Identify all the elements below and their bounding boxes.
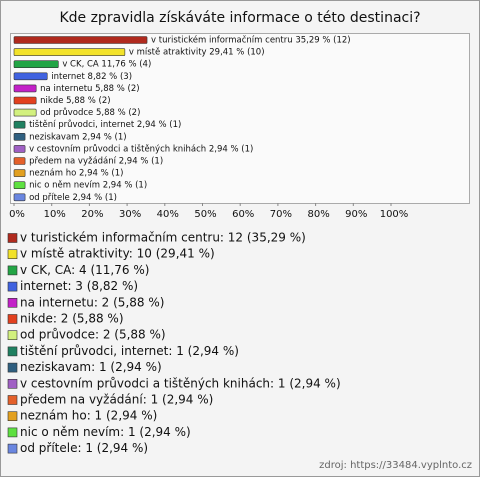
legend-label: neznám ho: 1 (2,94 %)	[20, 409, 157, 423]
legend-swatch	[7, 427, 18, 438]
bar	[13, 84, 37, 93]
x-tick-label: 80%	[307, 209, 329, 220]
bar	[13, 145, 26, 153]
x-tick-label: 20%	[81, 209, 103, 220]
legend-label: nic o něm nevím: 1 (2,94 %)	[20, 425, 191, 439]
legend-label: v místě atraktivity: 10 (29,41 %)	[20, 247, 215, 261]
chart-title: Kde zpravidla získáváte informace o této…	[59, 10, 420, 26]
legend-swatch	[7, 362, 18, 373]
legend-swatch	[7, 281, 18, 292]
bar-label: v cestovním průvodci a tištěných knihách…	[29, 143, 253, 154]
legend-swatch	[7, 346, 18, 357]
bar-label: od průvodce 5,88 % (2)	[40, 107, 140, 118]
x-tick-label: 60%	[232, 209, 254, 220]
x-tick-label: 30%	[119, 209, 141, 220]
bar	[13, 181, 26, 189]
bar	[13, 48, 126, 56]
legend-label: od přítele: 1 (2,94 %)	[20, 441, 148, 455]
bar-label: neziskavam 2,94 % (1)	[29, 132, 127, 142]
x-tick-label: 70%	[270, 209, 292, 220]
bar	[13, 36, 148, 44]
x-tick-label: 90%	[345, 209, 367, 220]
legend-swatch	[7, 330, 18, 341]
bar-label: předem na vyžádání 2,94 % (1)	[29, 157, 163, 167]
legend-swatch	[7, 314, 18, 324]
legend-label: v cestovním průvodci a tištěných knihách…	[20, 376, 341, 390]
legend-label: v CK, CA: 4 (11,76 %)	[20, 263, 149, 277]
bar-label: v turistickém informačním centru 35,29 %…	[151, 35, 351, 46]
bar	[13, 169, 26, 177]
legend-label: neziskavam: 1 (2,94 %)	[20, 360, 162, 374]
legend-label: nikde: 2 (5,88 %)	[20, 312, 124, 326]
bar-label: od přítele 2,94 % (1)	[29, 193, 117, 203]
legend-label: v turistickém informačním centru: 12 (35…	[20, 231, 306, 245]
legend-swatch	[7, 395, 18, 405]
source: zdroj: https://33484.vyplnto.cz	[319, 460, 472, 471]
bar-label: nikde 5,88 % (2)	[40, 96, 110, 106]
bar-label: v místě atraktivity 29,41 % (10)	[129, 48, 265, 58]
bar-label: v CK, CA 11,76 % (4)	[62, 60, 151, 70]
legend-label: od průvodce: 2 (5,88 %)	[20, 328, 166, 342]
bar	[13, 193, 26, 202]
legend-label: předem na vyžádání: 1 (2,94 %)	[20, 393, 213, 407]
x-tick-label: 50%	[194, 209, 216, 220]
bar-label: tištění průvodci, internet 2,94 % (1)	[29, 119, 181, 130]
bar	[13, 72, 48, 81]
legend-label: na internetu: 2 (5,88 %)	[20, 295, 164, 309]
legend-swatch	[7, 411, 18, 422]
legend-label: internet: 3 (8,82 %)	[20, 279, 138, 293]
x-tick-label: 40%	[157, 209, 179, 220]
bar-label: internet 8,82 % (3)	[51, 72, 132, 82]
x-tick-label: 0%	[9, 209, 25, 220]
bar-label: nic o něm nevím 2,94 % (1)	[29, 181, 147, 191]
bar	[13, 133, 26, 141]
legend-label: tištění průvodci, internet: 1 (2,94 %)	[20, 344, 239, 358]
legend-swatch	[7, 233, 18, 243]
bar	[13, 108, 37, 117]
legend-swatch	[7, 265, 18, 276]
legend-swatch	[7, 249, 18, 259]
bar	[13, 96, 37, 105]
x-tick-label: 100%	[380, 209, 409, 220]
x-tick-label: 10%	[44, 209, 66, 220]
bar-label: na internetu 5,88 % (2)	[40, 84, 139, 94]
bar	[13, 120, 26, 129]
bar	[13, 157, 26, 165]
legend-swatch	[7, 297, 18, 308]
bar	[13, 60, 59, 69]
legend-swatch	[7, 378, 18, 389]
bar-label: neznám ho 2,94 % (1)	[29, 169, 123, 179]
legend-swatch	[7, 443, 18, 454]
plot-frame	[10, 33, 470, 204]
